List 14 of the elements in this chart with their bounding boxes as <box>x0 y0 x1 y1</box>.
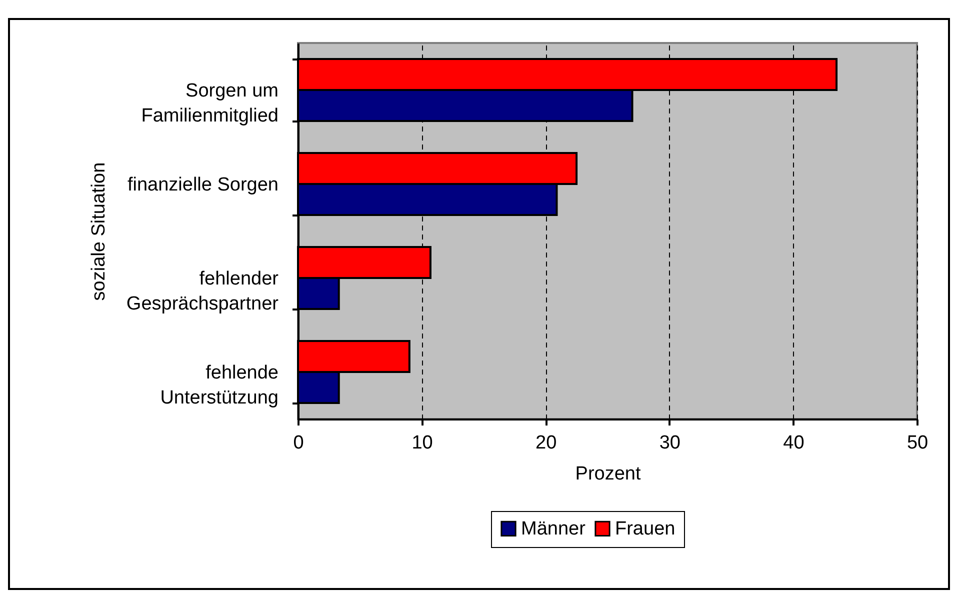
y-tick-label: finanzielle Sorgen <box>127 174 278 196</box>
y-tick-label: fehlende Unterstützung <box>160 362 278 408</box>
legend-label: Männer <box>521 518 586 540</box>
y-tick-label: Sorgen um Familienmitglied <box>141 80 278 126</box>
x-axis-title: Prozent <box>575 464 642 484</box>
x-tick-label: 0 <box>293 432 304 454</box>
legend-label: Frauen <box>615 518 676 540</box>
x-tick-label: 40 <box>783 432 804 454</box>
x-tick-label: 30 <box>659 432 680 454</box>
x-tick-label: 20 <box>536 432 557 454</box>
x-tick-label: 50 <box>906 432 928 454</box>
x-tick-label: 10 <box>412 432 433 454</box>
y-tick-label: fehlender Gesprächspartner <box>126 268 280 314</box>
y-axis-title: soziale Situation <box>88 162 110 301</box>
